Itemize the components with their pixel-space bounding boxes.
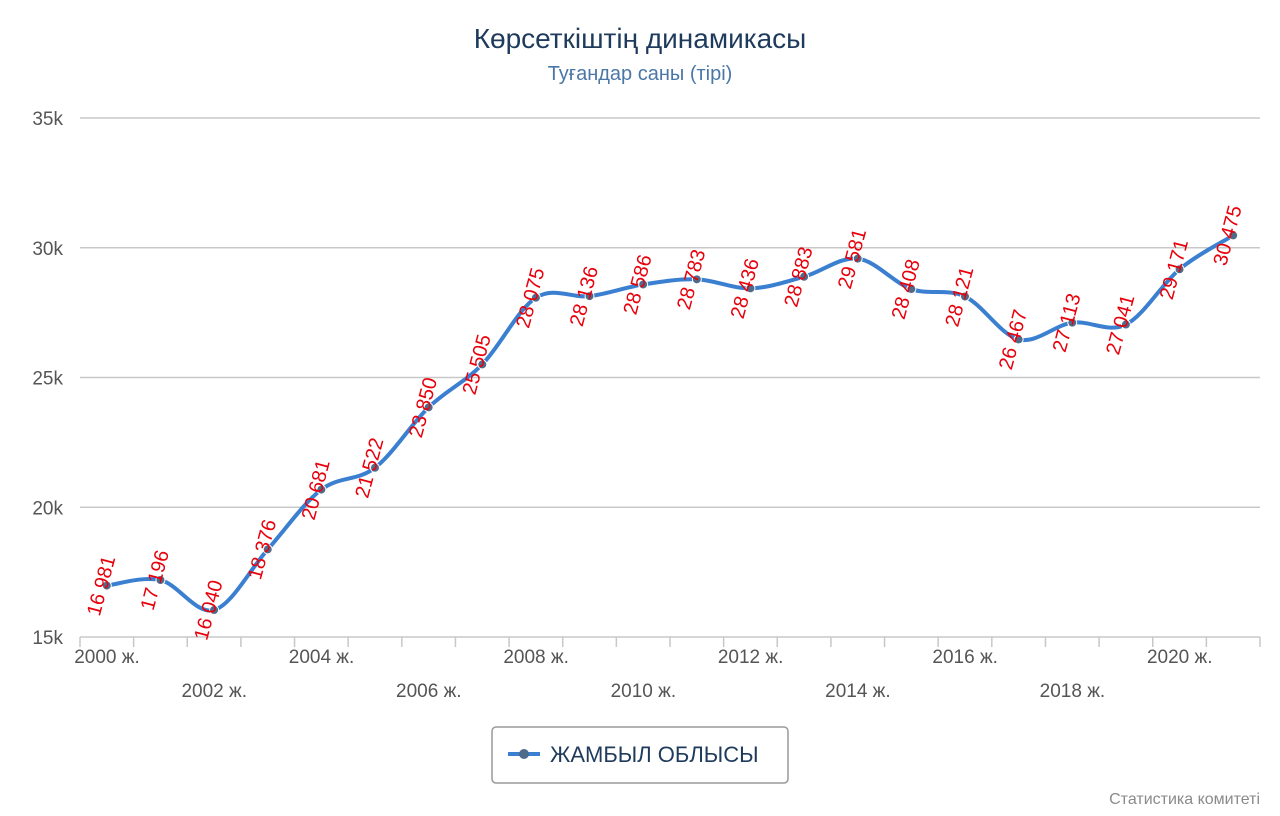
data-point[interactable]	[530, 292, 541, 303]
credit-text[interactable]: Статистика комитеті	[1109, 791, 1260, 808]
x-tick-label: 2012 ж.	[718, 647, 784, 668]
y-tick-label: 35k	[32, 109, 63, 130]
legend-item-label: ЖАМБЫЛ ОБЛЫСЫ	[550, 742, 759, 767]
data-label: 28 121	[941, 264, 978, 329]
data-point[interactable]	[316, 484, 327, 495]
data-point[interactable]	[423, 402, 434, 413]
data-point[interactable]	[852, 253, 863, 264]
data-label: 28 075	[512, 266, 549, 331]
data-label: 21 522	[351, 436, 388, 501]
y-tick-label: 15k	[32, 628, 63, 649]
data-point[interactable]	[1120, 319, 1131, 330]
data-point[interactable]	[960, 291, 970, 302]
x-tick-label: 2018 ж.	[1040, 681, 1106, 702]
data-point[interactable]	[1067, 317, 1078, 328]
y-tick-label: 20k	[32, 498, 63, 519]
legend[interactable]: ЖАМБЫЛ ОБЛЫСЫ	[491, 726, 789, 784]
data-point[interactable]	[691, 274, 702, 285]
data-point[interactable]	[1174, 264, 1185, 275]
x-tick-label: 2016 ж.	[932, 647, 998, 668]
legend-marker-icon	[519, 749, 529, 759]
x-tick-label: 2014 ж.	[825, 681, 891, 702]
x-tick-label: 2000 ж.	[74, 647, 140, 668]
data-point[interactable]	[799, 271, 810, 282]
data-point[interactable]	[262, 544, 273, 555]
data-point[interactable]	[370, 462, 380, 473]
x-tick-label: 2008 ж.	[503, 647, 569, 668]
data-point[interactable]	[745, 283, 756, 294]
data-label: 16 040	[191, 578, 228, 643]
data-point[interactable]	[584, 291, 595, 302]
data-label: 27 041	[1102, 292, 1139, 357]
data-point[interactable]	[1013, 334, 1024, 345]
data-label: 28 883	[781, 245, 818, 310]
x-tick-label: 2006 ж.	[396, 681, 462, 702]
y-tick-label: 25k	[32, 369, 63, 390]
data-point[interactable]	[1228, 230, 1239, 241]
legend-box	[491, 726, 789, 784]
x-tick-label: 2010 ж.	[611, 681, 677, 702]
data-point[interactable]	[155, 575, 166, 586]
x-tick-label: 2004 ж.	[289, 647, 355, 668]
data-point[interactable]	[101, 580, 112, 591]
y-tick-label: 30k	[32, 239, 63, 260]
series-layer	[101, 230, 1239, 616]
grid-lines	[80, 117, 1260, 508]
data-label: 30 475	[1210, 203, 1247, 268]
data-point[interactable]	[906, 284, 917, 295]
chart-title: Көрсеткіштің динамикасы	[474, 23, 807, 54]
data-point[interactable]	[477, 359, 488, 370]
data-label: 23 850	[405, 375, 442, 440]
x-axis: 2000 ж. 2002 ж. 2004 ж. 2006 ж. 2008 ж. 2010 …	[74, 636, 1261, 702]
x-tick-label: 2020 ж.	[1147, 647, 1213, 668]
data-label: 18 376	[244, 517, 281, 582]
data-point[interactable]	[209, 605, 220, 616]
y-axis: 15k 20k 25k 30k 35k	[32, 109, 63, 649]
data-label: 25 505	[459, 332, 496, 397]
data-label: 29 171	[1156, 237, 1193, 302]
chart-subtitle: Туғандар саны (тірі)	[548, 63, 733, 85]
data-label: 20 681	[298, 457, 335, 522]
data-point[interactable]	[638, 279, 649, 290]
x-tick-label: 2002 ж.	[181, 681, 247, 702]
